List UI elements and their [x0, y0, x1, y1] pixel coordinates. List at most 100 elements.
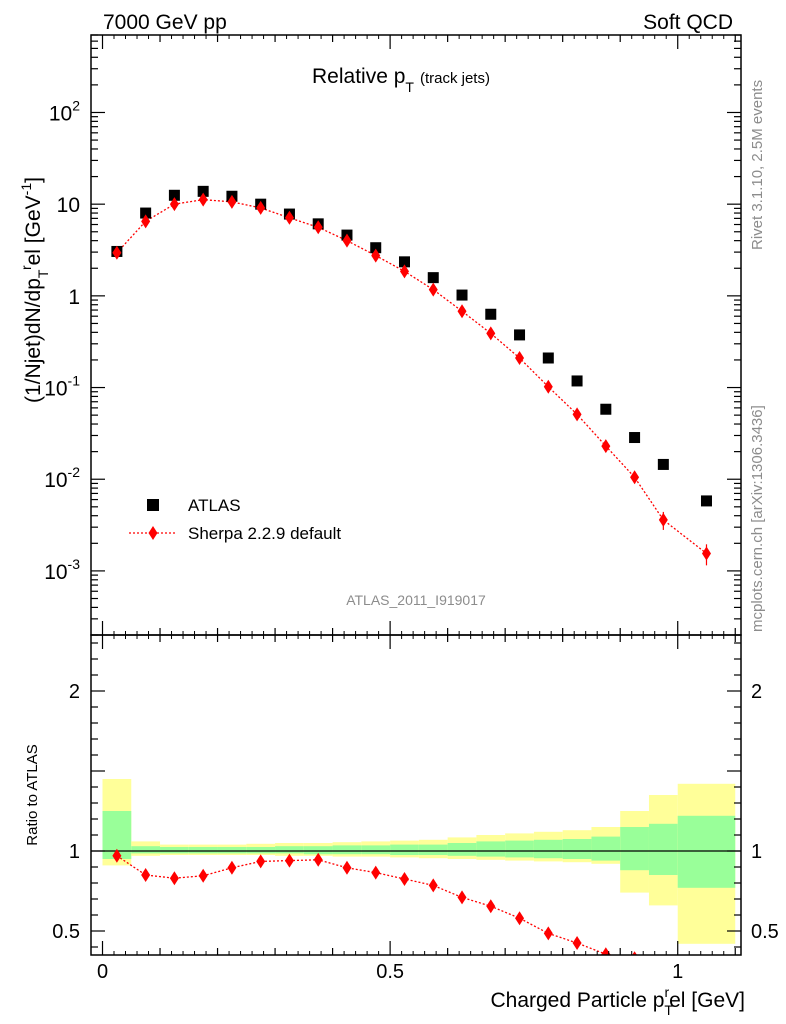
y-tick-label: 10-1: [44, 373, 80, 401]
sherpa-point: [701, 546, 711, 561]
sherpa-point: [284, 210, 294, 225]
side-rivet-label: Rivet 3.1.10, 2.5M events: [749, 80, 766, 250]
y-tick-label: 1: [68, 286, 80, 309]
ratio-point: [141, 868, 151, 882]
atlas-point: [197, 185, 209, 197]
x-label-post: el [GeV]: [669, 989, 745, 1012]
ratio-point: [515, 911, 525, 926]
atlas-point: [456, 289, 468, 301]
y-label-close: ]: [22, 177, 45, 183]
ratio-frame: [90, 634, 742, 956]
atlas-point: [571, 375, 583, 387]
ratio-point: [486, 899, 496, 914]
band-stat: [275, 846, 304, 854]
x-label-sup: r: [664, 984, 669, 1000]
band-stat: [418, 844, 448, 855]
band-stat: [303, 846, 333, 855]
y-label-unit-sup: -1: [18, 183, 34, 196]
x-label-sub: T: [664, 1002, 673, 1018]
band-stat: [591, 836, 621, 861]
legend-atlas-label: ATLAS: [188, 496, 241, 515]
sherpa-point: [515, 350, 525, 365]
y-tick-base: 10: [44, 469, 67, 492]
title-main-sub: T: [405, 79, 414, 95]
ratio-y-tick-label-right: 2: [751, 681, 762, 703]
band-stat: [562, 839, 592, 859]
x-tick-label: 0.5: [376, 961, 404, 983]
y-tick-base: 10: [57, 194, 80, 217]
atlas-point: [514, 329, 526, 341]
band-stat: [677, 815, 736, 888]
band-stat: [217, 847, 247, 854]
sherpa-point: [227, 194, 237, 209]
y-tick-label: 10: [57, 194, 80, 217]
y-tick-exponent: -3: [68, 556, 81, 572]
ratio-point: [342, 860, 352, 875]
side-mcplots-label: mcplots.cern.ch [arXiv:1306.3436]: [749, 405, 766, 632]
legend-atlas-marker: [147, 499, 159, 511]
atlas-point: [542, 352, 554, 364]
ratio-point: [399, 872, 409, 886]
atlas-point: [485, 308, 497, 320]
main-frame: [90, 34, 742, 636]
y-tick-exponent: -1: [68, 373, 81, 389]
ratio-y-tick-label-right: 1: [751, 841, 762, 863]
ratio-y-tick-label-left: 1: [69, 841, 80, 863]
ratio-point: [284, 853, 294, 868]
ratio-point: [256, 854, 266, 869]
ratio-point: [457, 890, 467, 905]
ratio-data-layer: [91, 779, 741, 955]
y-tick-label: 102: [49, 97, 80, 125]
plot-title: Relative pT (track jets): [312, 65, 490, 95]
header-right: Soft QCD: [643, 11, 733, 34]
sherpa-point: [371, 248, 381, 263]
band-stat: [447, 843, 477, 856]
ratio-point: [313, 852, 323, 867]
main-data-layer: [111, 185, 712, 566]
x-tick-label: 1: [672, 961, 683, 983]
sherpa-point: [543, 379, 553, 394]
atlas-point: [168, 189, 180, 201]
ratio-sherpa-group: [112, 848, 638, 955]
x-label-pre: Charged Particle p: [490, 989, 664, 1012]
atlas-point: [427, 272, 439, 284]
y-tick-base: 1: [68, 286, 80, 309]
sherpa-point: [486, 326, 496, 341]
analysis-watermark: ATLAS_2011_I919017: [346, 592, 486, 608]
atlas-point: [629, 432, 641, 444]
sherpa-point: [457, 304, 467, 319]
y-tick-label: 10-2: [44, 464, 80, 492]
band-stat: [332, 845, 362, 855]
atlas-point: [398, 256, 410, 268]
sherpa-point: [256, 200, 266, 215]
ratio-y-tick-label-left: 2: [69, 681, 80, 703]
sherpa-point: [112, 245, 122, 260]
y-axis-label-main: (1/Njet)dN/dpTrel [GeV-1]: [18, 177, 51, 403]
sherpa-point: [313, 220, 323, 235]
y-tick-exponent: -2: [68, 464, 81, 480]
sherpa-point: [572, 407, 582, 422]
band-stat: [505, 840, 534, 858]
sherpa-point: [630, 470, 640, 485]
title-small: (track jets): [420, 70, 490, 87]
ratio-panel: 0 0.5 1 0.5 0.5 1 1 2 2 Ratio to ATLAS: [24, 621, 779, 983]
ratio-point: [543, 926, 553, 941]
sherpa-point: [658, 512, 668, 527]
y-tick-base: 10: [44, 561, 67, 584]
sherpa-point: [399, 264, 409, 279]
legend-sherpa-label: Sherpa 2.2.9 default: [188, 524, 341, 543]
atlas-point: [700, 495, 712, 507]
band-stat: [361, 845, 391, 855]
x-tick-label: 0: [97, 961, 108, 983]
ratio-y-tick-label-right: 0.5: [751, 921, 779, 943]
ratio-point: [371, 865, 381, 880]
ratio-point: [227, 860, 237, 875]
sherpa-point: [342, 233, 352, 248]
ratio-point: [572, 936, 582, 950]
y-label-part1: (1/Njet)dN/dp: [22, 278, 45, 403]
band-stat: [476, 841, 506, 857]
header-left: 7000 GeV pp: [103, 11, 227, 34]
band-stat: [620, 827, 649, 871]
